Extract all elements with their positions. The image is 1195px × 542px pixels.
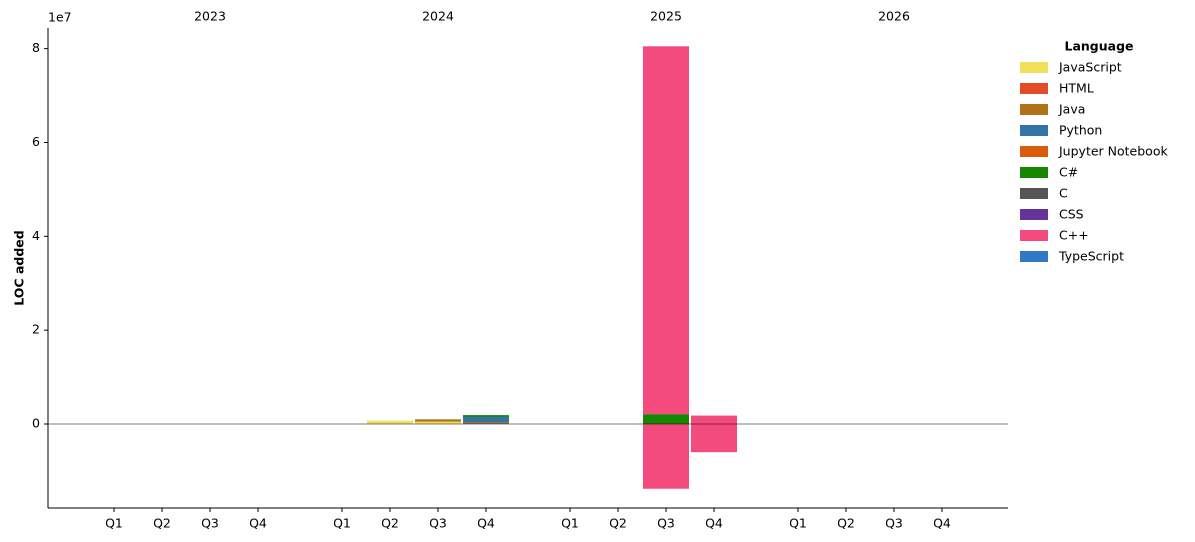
x-tick-label: Q3 — [201, 516, 219, 531]
bar-segment — [463, 422, 509, 425]
y-tick-label: 0 — [32, 416, 40, 431]
legend-swatch — [1020, 62, 1048, 73]
x-tick-label: Q1 — [789, 516, 807, 531]
x-tick-label: Q4 — [477, 516, 495, 531]
legend-swatch — [1020, 230, 1048, 241]
legend-swatch — [1020, 251, 1048, 262]
legend-label: CSS — [1059, 207, 1084, 222]
bar-segment — [691, 415, 737, 425]
legend-swatch — [1020, 104, 1048, 115]
x-tick-label: Q1 — [105, 516, 123, 531]
legend-label: JavaScript — [1058, 60, 1122, 75]
x-tick-label: Q2 — [381, 516, 399, 531]
bar-segment — [643, 46, 689, 415]
legend-label: Java — [1058, 102, 1085, 117]
bar-segment — [367, 420, 413, 425]
x-tick-label: Q4 — [249, 516, 267, 531]
x-tick-label: Q3 — [885, 516, 903, 531]
group-label: 2024 — [422, 9, 454, 24]
x-tick-label: Q2 — [837, 516, 855, 531]
y-tick-label: 4 — [32, 228, 40, 243]
group-label: 2025 — [650, 9, 682, 24]
legend-label: Jupyter Notebook — [1058, 144, 1168, 159]
legend-swatch — [1020, 167, 1048, 178]
x-tick-label: Q4 — [705, 516, 723, 531]
legend-title: Language — [1064, 39, 1133, 54]
y-tick-label: 2 — [32, 322, 40, 337]
bar-segment — [415, 419, 461, 422]
x-tick-label: Q3 — [429, 516, 447, 531]
bar-segment — [643, 414, 689, 425]
legend-swatch — [1020, 188, 1048, 199]
legend-swatch — [1020, 146, 1048, 157]
legend-swatch — [1020, 83, 1048, 94]
legend-label: Python — [1059, 123, 1102, 138]
bar-segment-negative — [691, 424, 737, 453]
x-tick-label: Q2 — [153, 516, 171, 531]
group-label: 2023 — [194, 9, 226, 24]
bar-segment — [463, 416, 509, 423]
legend-label: C — [1059, 186, 1068, 201]
bar-segment — [415, 421, 461, 425]
legend-label: C# — [1059, 165, 1078, 180]
legend-swatch — [1020, 209, 1048, 220]
group-label: 2026 — [878, 9, 910, 24]
y-axis-label: LOC added — [12, 230, 27, 305]
y-tick-label: 6 — [32, 134, 40, 149]
y-tick-label: 8 — [32, 40, 40, 55]
bar-segment — [463, 415, 509, 417]
legend-swatch — [1020, 125, 1048, 136]
legend-label: C++ — [1059, 228, 1089, 243]
bar-segment-negative — [643, 424, 689, 489]
y-offset-label: 1e7 — [48, 10, 72, 25]
x-tick-label: Q1 — [333, 516, 351, 531]
x-tick-label: Q2 — [609, 516, 627, 531]
legend-label: TypeScript — [1058, 249, 1124, 264]
x-tick-label: Q4 — [933, 516, 951, 531]
x-tick-label: Q3 — [657, 516, 675, 531]
x-tick-label: Q1 — [561, 516, 579, 531]
legend-label: HTML — [1059, 81, 1094, 96]
